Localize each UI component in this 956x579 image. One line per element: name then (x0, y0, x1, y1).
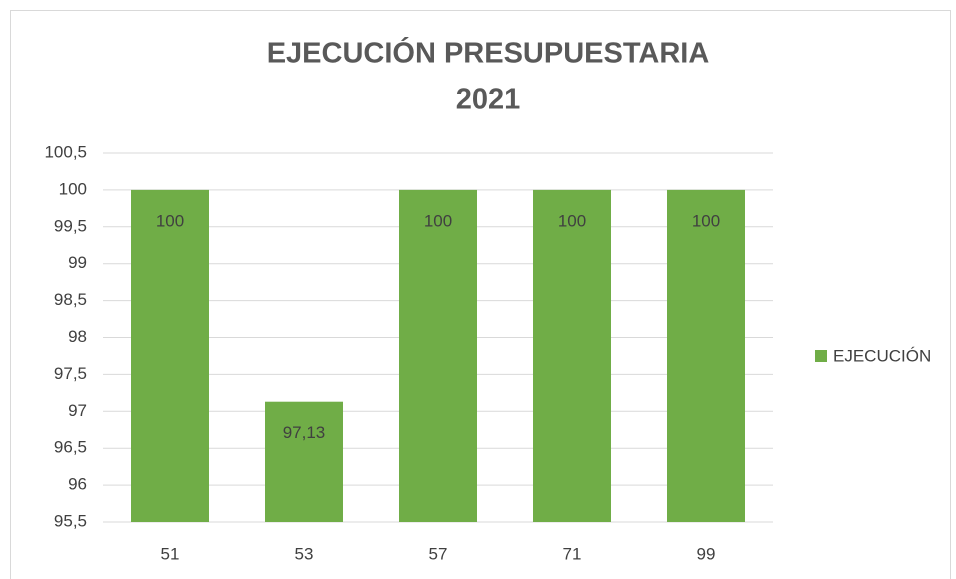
y-tick-label: 97,5 (54, 364, 87, 383)
y-tick-label: 100 (59, 179, 87, 198)
y-tick-label: 98,5 (54, 290, 87, 309)
y-tick-label: 99,5 (54, 216, 87, 235)
data-label: 100 (692, 211, 720, 230)
chart-title: EJECUCIÓN PRESUPUESTARIA (267, 36, 710, 70)
y-tick-label: 95,5 (54, 511, 87, 530)
bar (399, 189, 477, 522)
y-tick-label: 100,5 (44, 142, 87, 161)
y-tick-label: 97 (68, 401, 87, 420)
chart-title: 2021 (456, 84, 521, 116)
bar (131, 189, 209, 522)
y-tick-label: 96,5 (54, 438, 87, 457)
x-tick-label: 53 (295, 544, 314, 563)
x-tick-label: 71 (563, 544, 582, 563)
x-tick-label: 57 (429, 544, 448, 563)
legend-label: EJECUCIÓN (833, 346, 931, 365)
data-label: 100 (424, 211, 452, 230)
y-tick-label: 98 (68, 327, 87, 346)
bar (265, 401, 343, 522)
data-label: 97,13 (283, 423, 326, 442)
bar (533, 189, 611, 522)
bar (667, 189, 745, 522)
y-tick-label: 96 (68, 475, 87, 494)
data-label: 100 (558, 211, 586, 230)
x-tick-label: 99 (697, 544, 716, 563)
data-label: 100 (156, 211, 184, 230)
legend-swatch (815, 350, 827, 362)
x-tick-label: 51 (161, 544, 180, 563)
y-tick-label: 99 (68, 253, 87, 272)
